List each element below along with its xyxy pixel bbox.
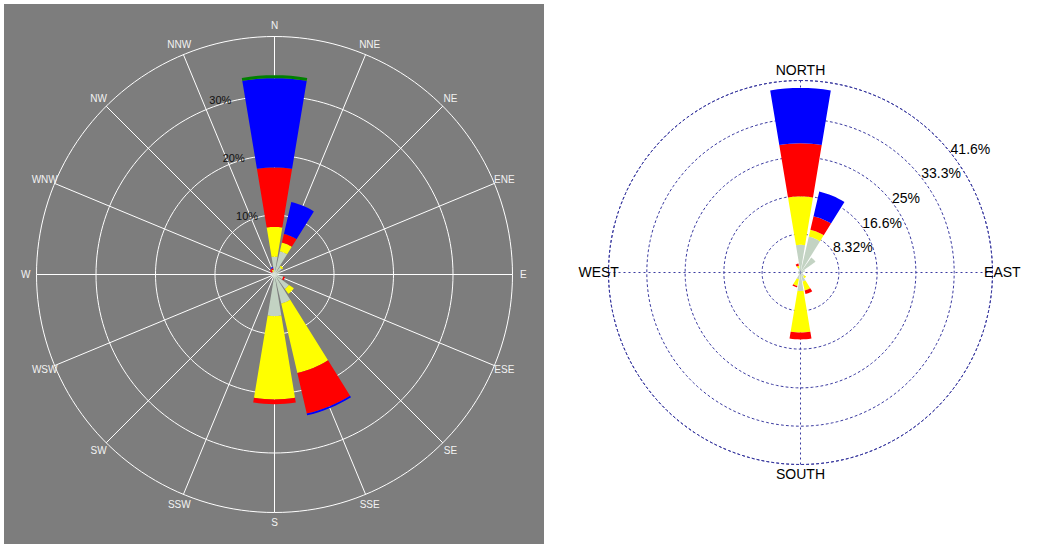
svg-text:8.32%: 8.32% bbox=[833, 239, 873, 255]
svg-text:WSW: WSW bbox=[32, 364, 58, 375]
svg-text:20%: 20% bbox=[223, 152, 245, 164]
svg-text:NE: NE bbox=[443, 93, 457, 104]
svg-text:10%: 10% bbox=[236, 210, 258, 222]
svg-text:NORTH: NORTH bbox=[776, 62, 826, 78]
svg-text:SW: SW bbox=[91, 445, 108, 456]
svg-text:25%: 25% bbox=[892, 190, 920, 206]
svg-text:ESE: ESE bbox=[494, 364, 514, 375]
svg-text:NNE: NNE bbox=[359, 39, 380, 50]
svg-text:EAST: EAST bbox=[984, 264, 1021, 280]
svg-text:E: E bbox=[520, 269, 527, 280]
svg-text:SE: SE bbox=[444, 445, 458, 456]
svg-text:SSE: SSE bbox=[360, 499, 380, 510]
svg-text:NW: NW bbox=[90, 93, 107, 104]
svg-text:33.3%: 33.3% bbox=[921, 165, 961, 181]
svg-text:WEST: WEST bbox=[578, 264, 619, 280]
svg-text:41.6%: 41.6% bbox=[951, 141, 991, 157]
svg-text:SOUTH: SOUTH bbox=[776, 466, 825, 482]
svg-text:SSW: SSW bbox=[168, 499, 191, 510]
svg-text:N: N bbox=[271, 20, 278, 31]
svg-text:30%: 30% bbox=[209, 94, 231, 106]
svg-text:NNW: NNW bbox=[167, 39, 191, 50]
svg-text:W: W bbox=[21, 269, 31, 280]
svg-text:ENE: ENE bbox=[494, 174, 515, 185]
svg-text:WNW: WNW bbox=[32, 174, 59, 185]
svg-text:S: S bbox=[271, 517, 278, 528]
svg-text:16.6%: 16.6% bbox=[862, 215, 902, 231]
